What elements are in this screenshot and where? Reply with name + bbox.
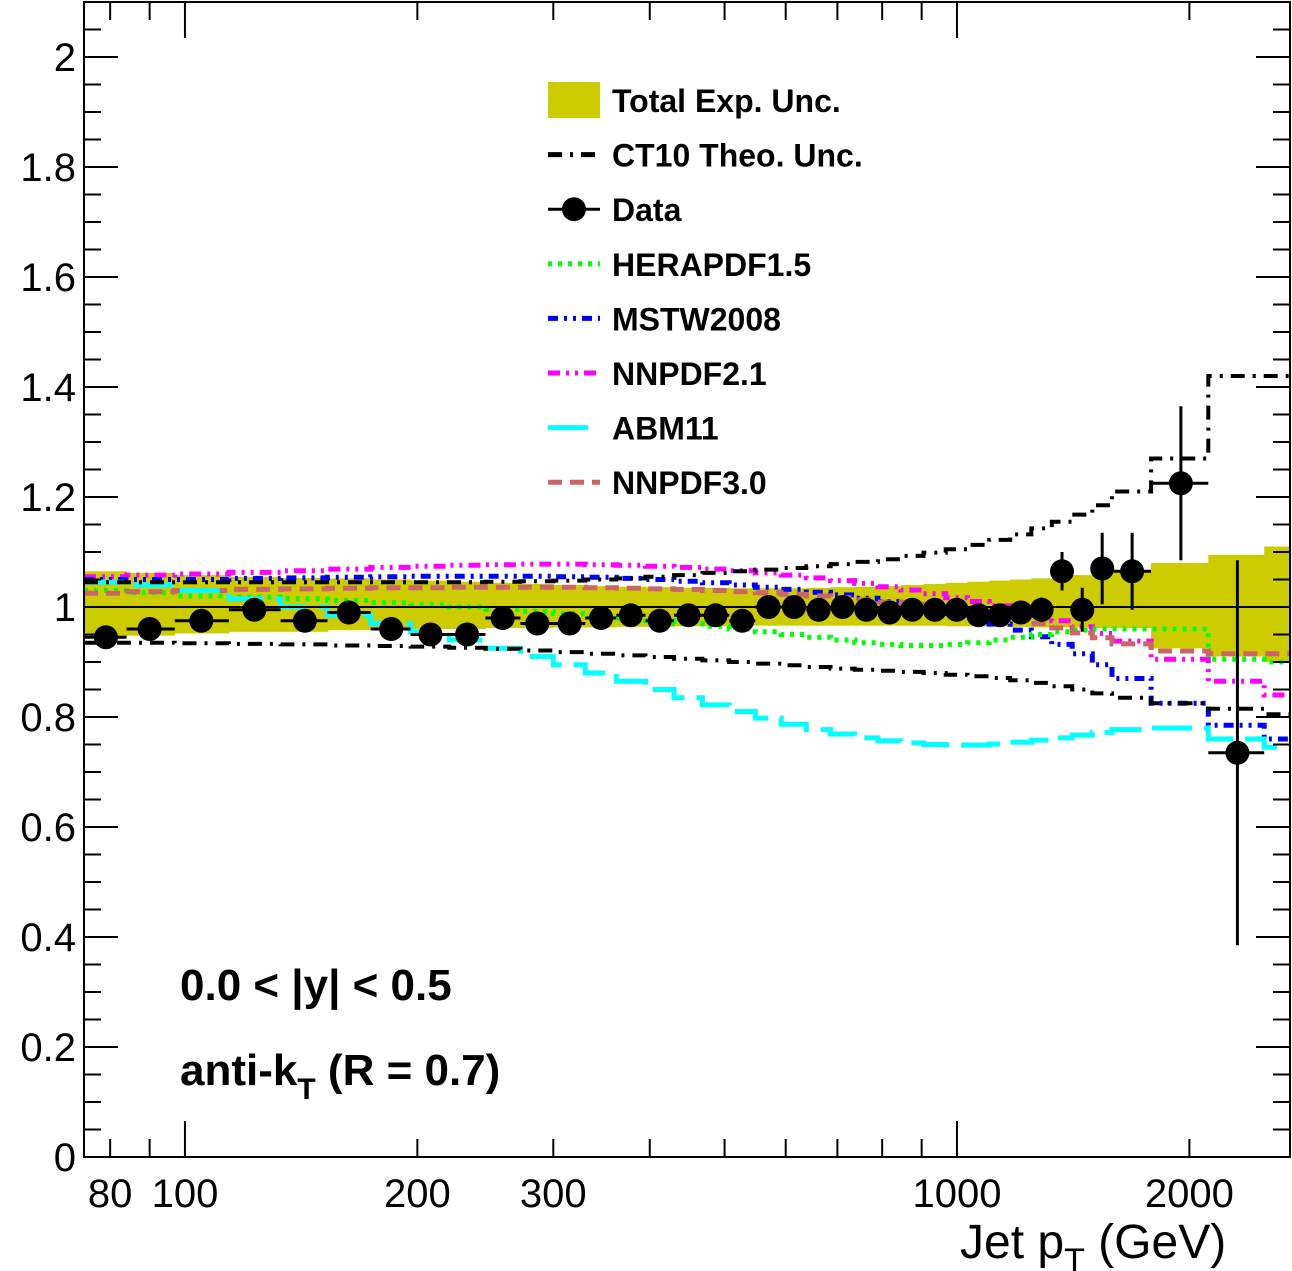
y-tick-label: 0.6 — [20, 806, 76, 850]
legend-entry: ABM11 — [548, 411, 719, 447]
legend-label: Data — [612, 192, 682, 228]
data-point — [900, 597, 925, 622]
legend-entry: Total Exp. Unc. — [548, 82, 841, 119]
data-point — [806, 597, 831, 622]
y-tick-label: 1.6 — [20, 256, 76, 300]
legend-label: HERAPDF1.5 — [612, 247, 811, 283]
series-line-ct10-upper — [84, 374, 1290, 585]
data-point — [228, 597, 281, 622]
x-tick-label: 2000 — [1145, 1172, 1234, 1216]
y-tick-label: 1 — [54, 586, 76, 630]
data-point — [280, 608, 328, 633]
data-point — [1112, 532, 1152, 610]
legend-marker — [562, 197, 586, 222]
data-point — [520, 611, 554, 636]
legend-entry: Data — [548, 192, 682, 228]
algorithm-annotation-subscript: T — [297, 1073, 315, 1106]
x-tick-label: 1000 — [912, 1172, 1001, 1216]
data-point — [987, 603, 1012, 628]
data-point — [755, 595, 782, 619]
x-tick-label: 100 — [152, 1172, 219, 1216]
y-tick-label: 0 — [54, 1136, 76, 1180]
legend-entry: NNPDF3.0 — [548, 465, 767, 501]
data-point — [449, 622, 486, 647]
x-axis-title-main: Jet p — [960, 1216, 1064, 1269]
data-point — [370, 617, 411, 641]
data-point — [1070, 587, 1095, 632]
x-tick-label: 300 — [520, 1172, 587, 1216]
data-point — [922, 597, 947, 622]
legend-label: NNPDF2.1 — [612, 356, 767, 392]
data-point — [410, 622, 450, 647]
rapidity-annotation: 0.0 < |y| < 0.5 — [180, 961, 452, 1011]
legend-label: NNPDF3.0 — [612, 465, 767, 501]
data-point — [126, 617, 175, 641]
data-point — [854, 597, 879, 622]
legend-label: Total Exp. Unc. — [612, 83, 841, 119]
legend-label: CT10 Theo. Unc. — [612, 138, 863, 174]
data-point — [84, 625, 127, 650]
data-point — [485, 606, 521, 630]
algorithm-annotation-radius: (R = 0.7) — [316, 1046, 501, 1095]
data-point — [877, 600, 902, 625]
data-point — [1208, 560, 1265, 946]
legend-entry: NNPDF2.1 — [548, 356, 767, 392]
data-point — [645, 608, 675, 633]
data-point — [1090, 532, 1115, 605]
x-axis-title: Jet pT (GeV) — [960, 1216, 1226, 1271]
series-line-ct10-lower — [84, 640, 1290, 717]
data-point — [327, 600, 371, 625]
data-point — [1008, 600, 1033, 625]
legend-entry: HERAPDF1.5 — [548, 247, 811, 283]
data-point — [966, 603, 991, 628]
algorithm-annotation: anti-kT (R = 0.7) — [180, 1046, 500, 1106]
uncertainty-band-bin — [1151, 563, 1209, 649]
data-point — [674, 603, 703, 628]
x-axis-title-unit: (GeV) — [1085, 1216, 1226, 1269]
series-line-herapdf1-5 — [84, 588, 1290, 665]
data-point — [585, 606, 617, 630]
y-tick-label: 1.2 — [20, 476, 76, 520]
data-point — [830, 595, 855, 619]
data-point — [174, 608, 229, 633]
y-tick-label: 0.4 — [20, 916, 76, 960]
y-tick-label: 1.8 — [20, 146, 76, 190]
data-points-layer — [84, 406, 1265, 946]
x-axis-title-subscript: T — [1064, 1242, 1085, 1271]
axis-ticks-layer: 0 0.2 0.4 0.6 0.8 1 1.2 1.4 1.6 1.8 2 80 100 200 300 10… — [20, 1, 1290, 1216]
algorithm-annotation-main: anti-k — [180, 1046, 298, 1095]
legend-swatch — [548, 82, 600, 118]
data-point — [1029, 597, 1054, 622]
y-tick-label: 1.4 — [20, 366, 76, 410]
y-tick-label: 0.2 — [20, 1026, 76, 1070]
legend-label: ABM11 — [612, 411, 719, 447]
data-point — [729, 608, 756, 633]
series-line-nnpdf3-0 — [84, 584, 1290, 657]
legend: Total Exp. Unc. CT10 Theo. Unc. Data HERAPD… — [548, 82, 863, 501]
series-line-nnpdf2-1 — [84, 561, 1290, 698]
data-point — [1050, 552, 1074, 591]
data-point — [553, 611, 586, 636]
y-tick-label: 0.8 — [20, 696, 76, 740]
data-point — [781, 595, 807, 619]
x-tick-label: 80 — [88, 1172, 133, 1216]
uncertainty-band-bin — [1264, 546, 1291, 662]
legend-label: MSTW2008 — [612, 301, 781, 337]
data-point — [616, 603, 646, 628]
data-point — [944, 597, 969, 622]
data-point — [702, 603, 730, 628]
data-point — [1151, 406, 1209, 561]
legend-entry: CT10 Theo. Unc. — [548, 138, 863, 174]
uncertainty-band-bin — [1051, 576, 1073, 628]
x-tick-label: 200 — [384, 1172, 451, 1216]
legend-entry: MSTW2008 — [548, 301, 781, 337]
y-tick-label: 2 — [54, 36, 76, 80]
